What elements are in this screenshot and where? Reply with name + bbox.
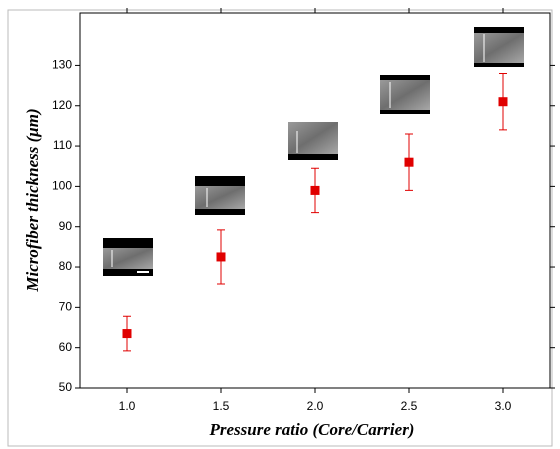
sem-inset (380, 75, 430, 114)
sem-inset (288, 122, 338, 160)
point (404, 157, 414, 167)
point (310, 185, 320, 195)
x-tick-label: 1.5 (213, 399, 230, 413)
point (216, 252, 226, 262)
y-tick-label: 90 (59, 219, 73, 233)
y-tick-label: 70 (59, 300, 73, 314)
y-tick-label: 60 (59, 340, 73, 354)
sem-inset (474, 27, 524, 67)
x-tick-label: 1.0 (119, 399, 136, 413)
y-tick-label: 50 (59, 380, 73, 394)
x-axis-title: Pressure ratio (Core/Carrier) (209, 420, 415, 439)
x-tick-label: 3.0 (495, 399, 512, 413)
sem-inset (195, 176, 245, 215)
sem-insets (103, 27, 524, 276)
y-tick-label: 130 (52, 58, 72, 72)
x-tick-label: 2.5 (401, 399, 418, 413)
y-tick-label: 120 (52, 98, 72, 112)
sem-inset (103, 238, 153, 276)
point (498, 97, 508, 107)
y-tick-label: 110 (53, 138, 72, 152)
y-axis-title: Microfiber thickness (μm) (23, 108, 42, 292)
y-tick-label: 100 (52, 179, 72, 193)
y-tick-label: 80 (59, 259, 73, 273)
x-tick-label: 2.0 (307, 399, 324, 413)
point (122, 329, 132, 339)
frame (7, 9, 553, 447)
